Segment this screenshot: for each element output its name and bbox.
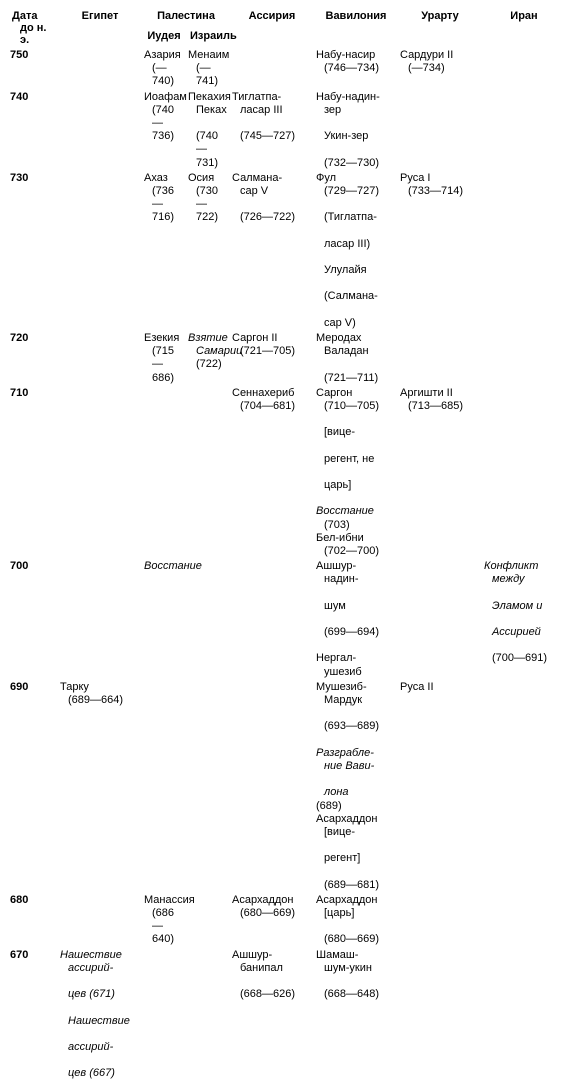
cell: ВзятиеСамарии(722)	[186, 331, 230, 386]
cell: Аргишти II(713—685)	[398, 386, 482, 559]
date-cell: 740	[8, 90, 58, 171]
cell: Салмана-сар V(726—722)	[230, 171, 314, 331]
cell: Манассия(686—640)	[142, 893, 186, 948]
header-israel: Израиль	[186, 28, 230, 48]
row-670: 670 Нашествиеассирий-цев (671)Нашествиеа…	[8, 948, 566, 1082]
chronology-table: Датадо н. э. Египет Палестина Ассирия Ва…	[8, 8, 566, 1081]
cell: Шамаш-шум-укин(668—648)	[314, 948, 398, 1082]
cell: Набу-надин-зерУкин-зер(732—730)	[314, 90, 398, 171]
date-cell: 680	[8, 893, 58, 948]
cell: Саргон II(721—705)	[230, 331, 314, 386]
header-assyria: Ассирия	[230, 8, 314, 48]
cell: Осия(730—722)	[186, 171, 230, 331]
cell: ПекахияПеках(740—731)	[186, 90, 230, 171]
cell: МеродахВаладан(721—711)	[314, 331, 398, 386]
header-date: Датадо н. э.	[8, 8, 58, 48]
cell: КонфликтмеждуЭламом иАссирией(700—691)	[482, 559, 566, 680]
row-680: 680 Манассия(686—640) Асархаддон(680—669…	[8, 893, 566, 948]
date-cell: 700	[8, 559, 58, 680]
row-740: 740 Иоафам(740—736) ПекахияПеках(740—731…	[8, 90, 566, 171]
date-cell: 730	[8, 171, 58, 331]
cell: Сеннахериб(704—681)	[230, 386, 314, 559]
row-690: 690 Тарку(689—664) Мушезиб-Мардук(693—68…	[8, 680, 566, 893]
cell: Ашшур-надин-шум(699—694) Нергал-ушезиб	[314, 559, 398, 680]
date-cell: 690	[8, 680, 58, 893]
cell: Набу-насир(746—734)	[314, 48, 398, 90]
date-cell: 750	[8, 48, 58, 90]
row-720: 720 Езекия(715—686) ВзятиеСамарии(722) С…	[8, 331, 566, 386]
cell: Езекия(715—686)	[142, 331, 186, 386]
row-700: 700 Восстание Ашшур-надин-шум(699—694) Н…	[8, 559, 566, 680]
cell: Асархаддон(680—669)	[230, 893, 314, 948]
cell: Менаим(—741)	[186, 48, 230, 90]
row-750: 750 Азария(—740) Менаим(—741) Набу-насир…	[8, 48, 566, 90]
cell: Иоафам(740—736)	[142, 90, 186, 171]
cell: Асархаддон[царь](680—669)	[314, 893, 398, 948]
date-cell: 720	[8, 331, 58, 386]
header-judea: Иудея	[142, 28, 186, 48]
cell: Фул(729—727)(Тиглатпа-ласар III)Улулайя(…	[314, 171, 398, 331]
header-egypt: Египет	[58, 8, 142, 48]
date-cell: 710	[8, 386, 58, 559]
cell: Ашшур-банипал(668—626)	[230, 948, 314, 1082]
cell: Восстание	[142, 559, 186, 680]
cell: Сардури II(—734)	[398, 48, 482, 90]
cell: Тарку(689—664)	[58, 680, 142, 893]
row-710: 710 Сеннахериб(704—681) Саргон(710—705)[…	[8, 386, 566, 559]
cell: Тиглатпа-ласар III(745—727)	[230, 90, 314, 171]
cell: Нашествиеассирий-цев (671)Нашествиеассир…	[58, 948, 142, 1082]
date-cell: 670	[8, 948, 58, 1082]
header-babylonia: Вавилония	[314, 8, 398, 48]
row-730: 730 Ахаз(736—716) Осия(730—722) Салмана-…	[8, 171, 566, 331]
cell: Руса II	[398, 680, 482, 893]
header-urartu: Урарту	[398, 8, 482, 48]
cell: Саргон(710—705)[вице-регент, нецарь] Вос…	[314, 386, 398, 559]
header-palestine: Палестина	[142, 8, 230, 28]
cell: Азария(—740)	[142, 48, 186, 90]
cell: Ахаз(736—716)	[142, 171, 186, 331]
table-body: 750 Азария(—740) Менаим(—741) Набу-насир…	[8, 48, 566, 1081]
cell: Мушезиб-Мардук(693—689) Разграбле-ние Ва…	[314, 680, 398, 893]
header-iran: Иран	[482, 8, 566, 48]
cell: Руса I(733—714)	[398, 171, 482, 331]
